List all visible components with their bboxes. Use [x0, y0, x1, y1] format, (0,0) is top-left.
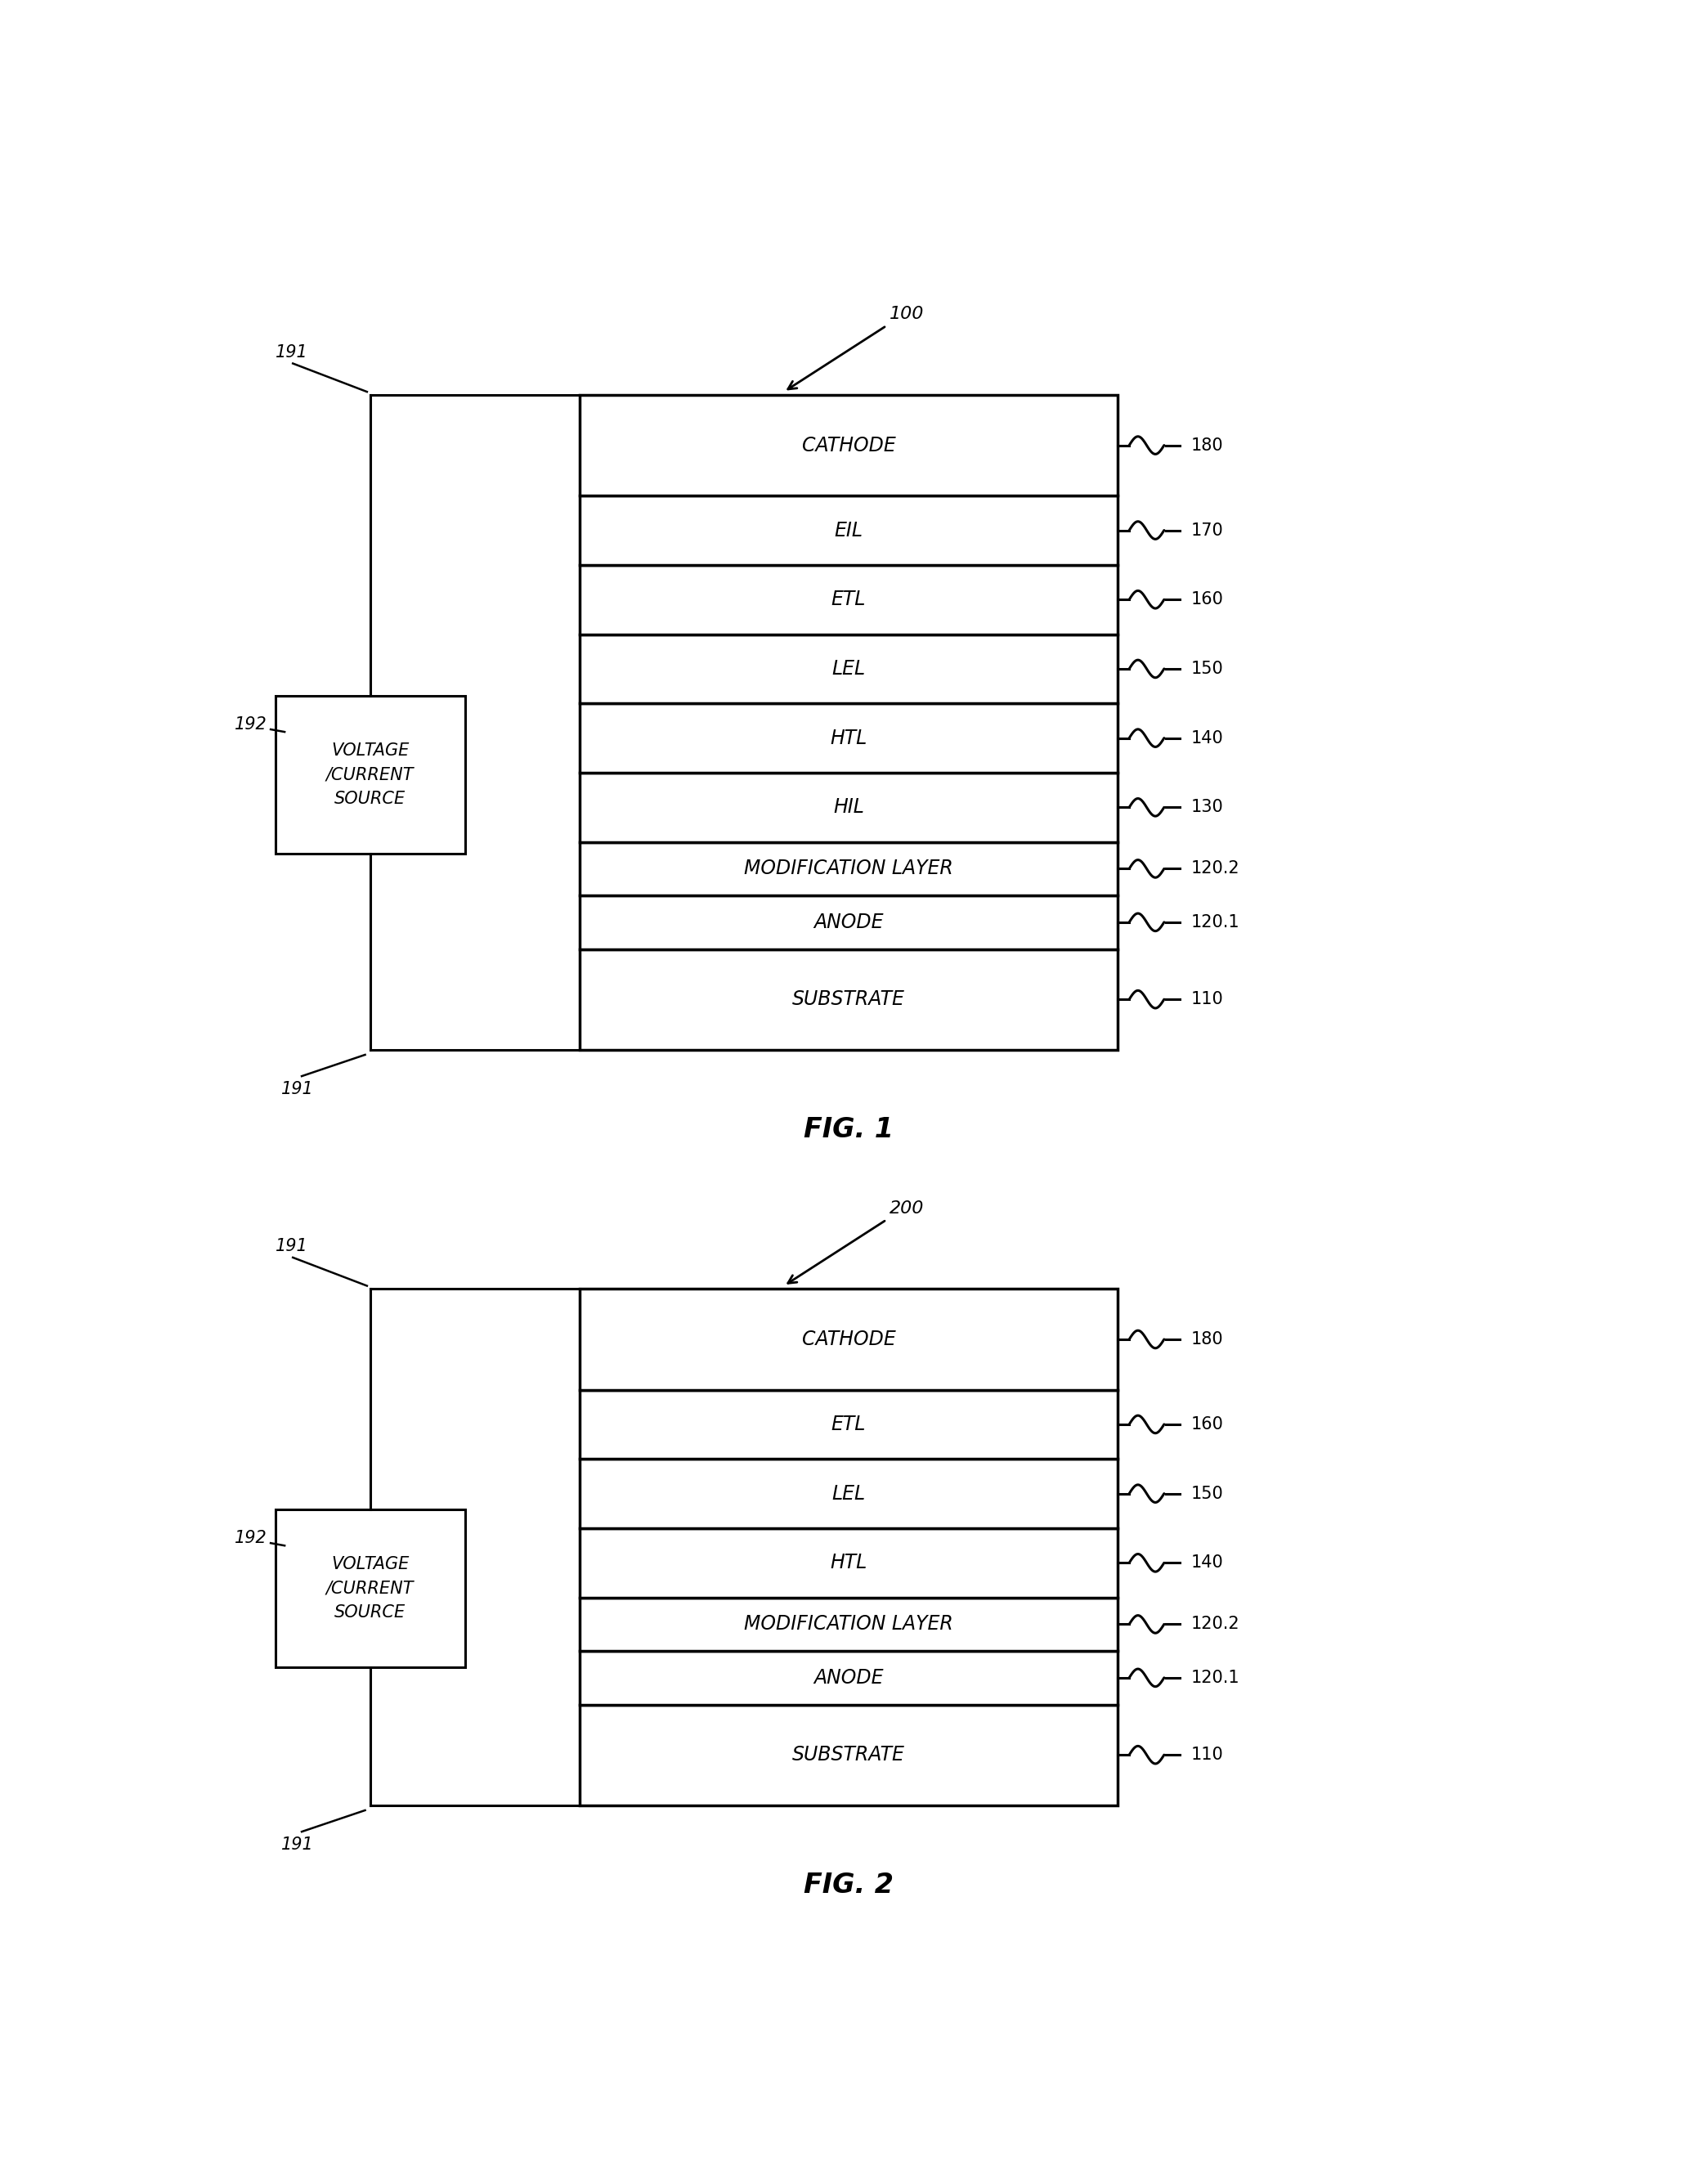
- Text: 170: 170: [1191, 522, 1223, 539]
- Text: EIL: EIL: [833, 520, 862, 539]
- Bar: [579, 1289, 1118, 1389]
- Text: LEL: LEL: [832, 1483, 866, 1503]
- Text: SUBSTRATE: SUBSTRATE: [793, 989, 905, 1009]
- Text: 180: 180: [1191, 1332, 1223, 1348]
- Bar: [579, 895, 1118, 950]
- Bar: [579, 566, 1118, 633]
- Text: 150: 150: [1191, 660, 1223, 677]
- Text: 192: 192: [235, 716, 268, 732]
- Text: SUBSTRATE: SUBSTRATE: [793, 1745, 905, 1765]
- Text: 110: 110: [1191, 1747, 1223, 1762]
- Text: 120.2: 120.2: [1191, 860, 1240, 878]
- Text: CATHODE: CATHODE: [801, 435, 896, 454]
- Bar: [274, 1509, 466, 1666]
- Bar: [579, 950, 1118, 1051]
- Text: 140: 140: [1191, 1555, 1223, 1570]
- Bar: [579, 1459, 1118, 1529]
- Text: 150: 150: [1191, 1485, 1223, 1503]
- Text: ETL: ETL: [832, 590, 866, 609]
- Text: 120.1: 120.1: [1191, 1669, 1240, 1686]
- Text: 191: 191: [281, 1837, 313, 1852]
- Bar: [579, 395, 1118, 496]
- Text: MODIFICATION LAYER: MODIFICATION LAYER: [744, 858, 954, 878]
- Text: FIG. 1: FIG. 1: [803, 1116, 893, 1142]
- Text: 191: 191: [274, 1238, 308, 1254]
- Text: MODIFICATION LAYER: MODIFICATION LAYER: [744, 1614, 954, 1634]
- Text: HTL: HTL: [830, 727, 867, 747]
- Bar: [579, 773, 1118, 843]
- Text: 180: 180: [1191, 437, 1223, 454]
- Text: ETL: ETL: [832, 1415, 866, 1435]
- Bar: [579, 1704, 1118, 1806]
- Text: 191: 191: [274, 343, 308, 360]
- Bar: [579, 496, 1118, 566]
- Text: 110: 110: [1191, 992, 1223, 1007]
- Text: VOLTAGE
/CURRENT
SOURCE: VOLTAGE /CURRENT SOURCE: [327, 743, 413, 808]
- Text: LEL: LEL: [832, 660, 866, 679]
- Text: 120.2: 120.2: [1191, 1616, 1240, 1631]
- Text: 192: 192: [235, 1529, 268, 1546]
- Bar: [579, 633, 1118, 703]
- Text: FIG. 2: FIG. 2: [803, 1872, 893, 1898]
- Text: 160: 160: [1191, 1415, 1225, 1433]
- Text: HTL: HTL: [830, 1553, 867, 1572]
- Text: 160: 160: [1191, 592, 1225, 607]
- Bar: [579, 1529, 1118, 1597]
- Bar: [579, 1597, 1118, 1651]
- Text: ANODE: ANODE: [813, 913, 884, 933]
- Text: CATHODE: CATHODE: [801, 1330, 896, 1350]
- Bar: [579, 1389, 1118, 1459]
- Text: 200: 200: [889, 1201, 925, 1216]
- Text: 140: 140: [1191, 729, 1223, 747]
- Bar: [579, 703, 1118, 773]
- Text: 130: 130: [1191, 799, 1223, 815]
- Text: 191: 191: [281, 1081, 313, 1099]
- Bar: [579, 843, 1118, 895]
- Text: 120.1: 120.1: [1191, 915, 1240, 930]
- Text: ANODE: ANODE: [813, 1669, 884, 1688]
- Text: VOLTAGE
/CURRENT
SOURCE: VOLTAGE /CURRENT SOURCE: [327, 1555, 413, 1621]
- Bar: [274, 697, 466, 854]
- Text: HIL: HIL: [833, 797, 864, 817]
- Bar: [579, 1651, 1118, 1704]
- Text: 100: 100: [889, 306, 925, 323]
